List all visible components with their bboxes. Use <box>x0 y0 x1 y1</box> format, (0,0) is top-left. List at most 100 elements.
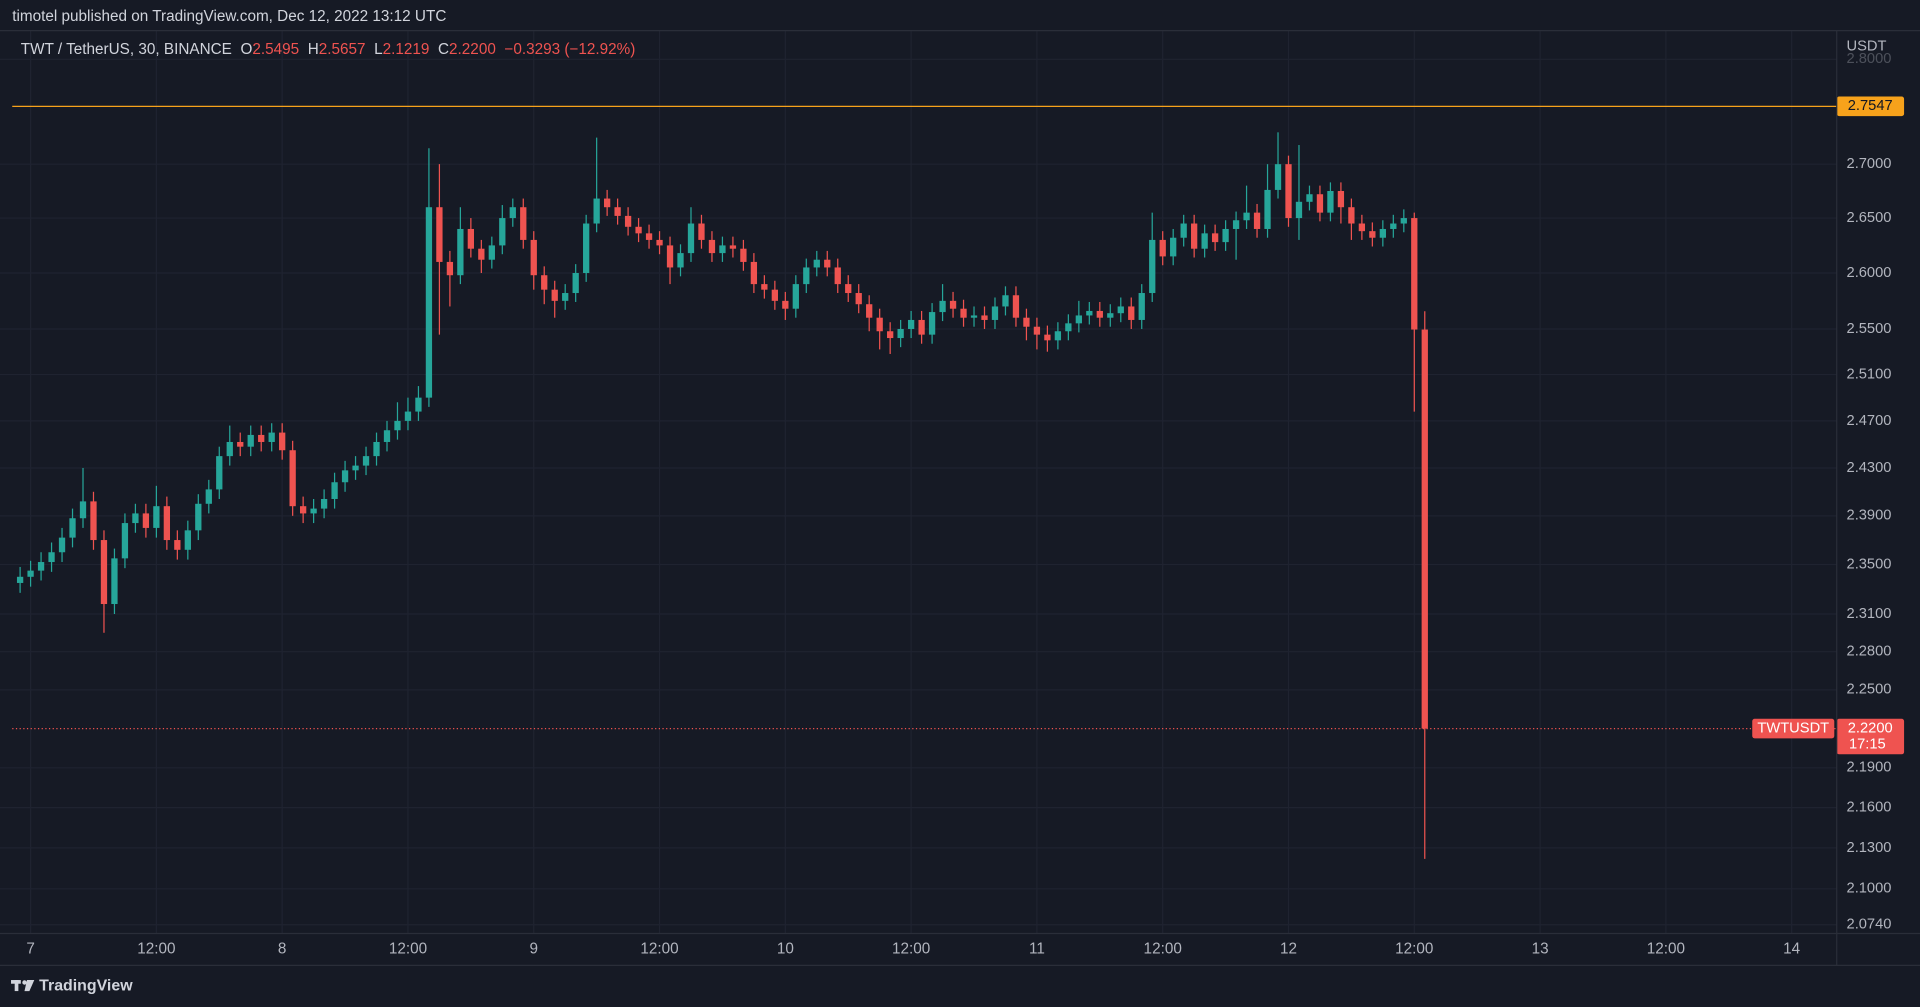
candle-body <box>1358 223 1366 232</box>
candle-body <box>1348 207 1355 224</box>
candle-body <box>876 317 883 332</box>
candle-body <box>1044 334 1051 341</box>
candle-body <box>981 315 988 320</box>
candle-body <box>771 289 778 301</box>
candle-body <box>1180 223 1187 238</box>
y-tick-label: 2.0740 <box>1847 917 1892 933</box>
x-tick-label: 12:00 <box>1647 940 1685 957</box>
candle-body <box>845 284 852 294</box>
ohlc-value: 2.5657 <box>319 41 366 58</box>
candle-body <box>1117 306 1124 314</box>
candle-body <box>1149 239 1156 294</box>
x-tick-label: 12:00 <box>1144 940 1182 957</box>
candle-body <box>279 432 286 451</box>
candle-body <box>58 537 66 553</box>
candle-body <box>719 245 726 254</box>
candle-body <box>907 319 915 329</box>
x-tick-label: 11 <box>1029 940 1045 957</box>
candle-body <box>572 272 579 294</box>
candle-body <box>404 411 412 421</box>
candle-body <box>750 261 758 285</box>
candle-body <box>897 328 904 339</box>
y-tick-label: 2.5500 <box>1847 321 1892 337</box>
candle-body <box>761 284 768 290</box>
candle-body <box>1096 310 1103 318</box>
y-tick-label: 2.2800 <box>1847 644 1892 660</box>
candle-body <box>237 441 244 447</box>
candle-body <box>268 432 275 442</box>
candle-body <box>1243 212 1250 221</box>
candle-body <box>562 293 569 301</box>
candle-body <box>373 441 380 457</box>
candle-body <box>887 331 894 339</box>
y-tick-label: 2.7000 <box>1847 156 1892 172</box>
candle-body <box>960 308 967 318</box>
candle-body <box>111 558 118 605</box>
symbol-legend: TWT / TetherUS, 30, BINANCE O2.5495 H2.565… <box>21 41 636 58</box>
symbol-label-bg <box>1752 718 1835 739</box>
candle-body <box>1002 295 1009 307</box>
candle-body <box>121 523 129 559</box>
candle-body <box>174 540 181 550</box>
symbol-label: TWTUSDT <box>1757 720 1829 736</box>
candle-body <box>27 570 34 577</box>
candle-body <box>1379 228 1386 238</box>
logo-part <box>24 980 35 992</box>
last-price-label: 2.2200 <box>1848 720 1893 736</box>
x-tick-label: 13 <box>1532 940 1549 957</box>
y-tick-label: 2.1900 <box>1847 760 1892 776</box>
candle-body <box>457 228 464 276</box>
candle-body <box>729 245 737 249</box>
candle-body <box>1337 190 1345 208</box>
x-tick-label: 14 <box>1783 940 1801 957</box>
candle-body <box>677 253 684 268</box>
candle-body <box>949 300 957 309</box>
candle-body <box>1128 306 1135 320</box>
candle-body <box>530 239 537 276</box>
ohlc-value: 2.1219 <box>383 41 430 58</box>
candle-body <box>299 506 307 514</box>
candle-body <box>1253 212 1261 229</box>
x-tick-label: 7 <box>26 940 35 957</box>
published-note: timotel published on TradingView.com, De… <box>12 8 446 25</box>
candle-body <box>394 420 401 431</box>
candle-body <box>1285 164 1292 219</box>
x-tick-label: 12 <box>1280 940 1297 957</box>
candle-body <box>824 259 831 268</box>
ohlc-key: L <box>374 41 383 58</box>
y-tick-label: 2.1300 <box>1847 840 1892 856</box>
candles <box>16 132 1428 859</box>
candle-body <box>1033 326 1041 335</box>
logo-part <box>14 980 19 992</box>
candle-body <box>551 289 558 301</box>
candle-body <box>499 218 506 246</box>
candle-body <box>740 248 747 262</box>
candle-body <box>90 501 97 541</box>
candle-body <box>425 207 433 398</box>
candle-body <box>1075 315 1082 324</box>
candle-body <box>666 245 674 268</box>
candle-body <box>247 434 254 447</box>
candle-body <box>467 228 475 249</box>
candle-body <box>687 223 695 254</box>
footer-brand: TradingView <box>39 977 133 994</box>
y-tick-label: 2.5100 <box>1847 366 1892 382</box>
y-tick-label: 2.6000 <box>1847 265 1892 281</box>
candle-body <box>1012 295 1020 318</box>
candle-body <box>478 248 485 260</box>
ohlc-value: 2.2200 <box>449 41 496 58</box>
candle-body <box>656 239 663 246</box>
candle-body <box>970 315 978 318</box>
candle-body <box>310 508 317 514</box>
candle-body <box>195 503 202 531</box>
candle-body <box>1232 220 1240 229</box>
candle-body <box>918 319 925 335</box>
ohlc-key: O <box>240 41 252 58</box>
candle-body <box>362 456 370 466</box>
candle-body <box>1107 313 1114 318</box>
candle-body <box>79 501 87 519</box>
y-tick-label: 2.1600 <box>1847 799 1892 815</box>
y-tick-label: 2.6500 <box>1847 210 1892 226</box>
